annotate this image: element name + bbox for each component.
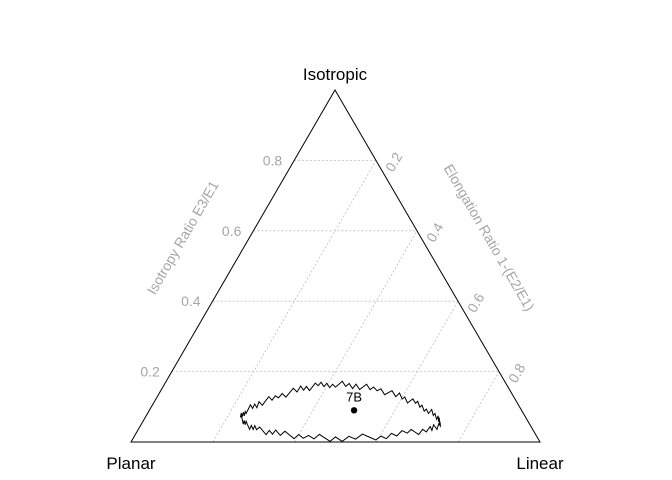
isotropy-tick-label: 0.8 — [263, 152, 283, 168]
vertex-label-isotropic: Isotropic — [303, 65, 368, 84]
tick-labels: 0.2 0.4 0.6 0.8 0.2 0.4 0.6 0.8 — [140, 149, 528, 385]
elongation-gridline — [294, 230, 418, 443]
elongation-gridline — [457, 371, 500, 443]
data-points: 7B — [346, 389, 362, 414]
elongation-axis-title: Elongation Ratio 1-(E2/E1) — [441, 161, 538, 313]
data-point — [350, 407, 358, 414]
elongation-tick-label: 0.2 — [382, 149, 406, 174]
isotropy-tick-label: 0.6 — [222, 223, 242, 239]
elongation-gridline — [376, 300, 459, 443]
confidence-contour — [239, 380, 442, 443]
elongation-tick-label: 0.6 — [464, 290, 488, 315]
isotropy-tick-label: 0.4 — [181, 293, 201, 309]
vertex-label-linear: Linear — [516, 454, 564, 473]
vertex-label-planar: Planar — [106, 454, 155, 473]
elongation-tick-label: 0.4 — [423, 220, 447, 245]
elongation-tick-label: 0.8 — [505, 360, 529, 385]
data-point-label: 7B — [346, 389, 362, 404]
isotropy-tick-label: 0.2 — [140, 364, 160, 380]
contour-outline — [239, 380, 442, 443]
isotropy-axis-title: Isotropy Ratio E3/E1 — [144, 178, 222, 297]
triangle-frame — [130, 89, 541, 443]
grid-lines — [171, 159, 500, 443]
